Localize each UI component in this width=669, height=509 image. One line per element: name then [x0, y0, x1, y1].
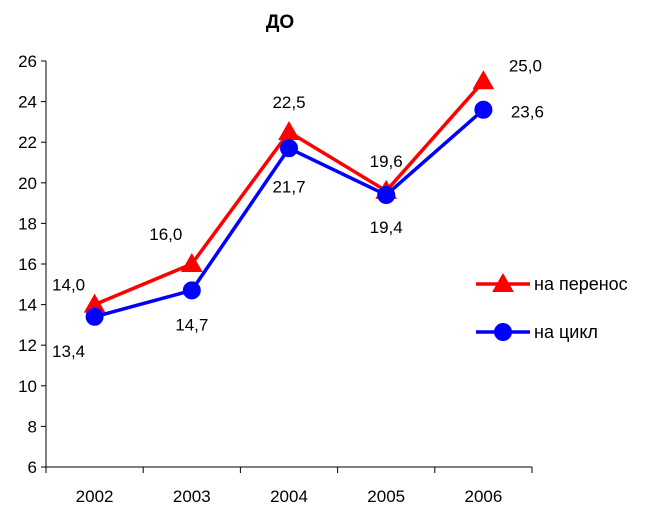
chart-series	[83, 70, 495, 326]
data-point	[180, 252, 203, 272]
data-label: 14,0	[52, 276, 85, 295]
data-point	[377, 185, 396, 204]
legend-label: на перенос	[534, 274, 628, 294]
data-label: 22,5	[272, 93, 305, 112]
data-label: 23,6	[511, 103, 544, 122]
data-point	[474, 100, 493, 119]
data-point	[182, 281, 201, 300]
y-tick-label: 6	[28, 458, 37, 477]
chart-data-labels: 14,0 16,0 22,5 19,6 25,0 13,4 14,7 21,7 19,4 23,6	[52, 56, 544, 360]
legend-marker	[492, 272, 514, 292]
x-tick-label: 2002	[76, 487, 114, 506]
y-tick-label: 18	[18, 214, 37, 233]
y-tick-label: 14	[18, 296, 37, 315]
y-tick-label: 20	[18, 174, 37, 193]
y-tick-label: 22	[18, 133, 37, 152]
y-tick-label: 26	[18, 52, 37, 71]
data-point	[85, 307, 104, 326]
legend-marker	[494, 323, 512, 341]
data-label: 16,0	[149, 225, 182, 244]
data-label: 13,4	[52, 342, 85, 361]
x-tick-label: 2006	[464, 487, 502, 506]
data-point	[280, 139, 298, 158]
y-tick-label: 16	[18, 255, 37, 274]
data-label: 21,7	[272, 177, 305, 196]
x-tick-label: 2005	[367, 487, 405, 506]
data-point	[278, 121, 300, 141]
x-tick-label: 2003	[173, 487, 211, 506]
chart-title: ДО	[266, 12, 294, 33]
data-label: 25,0	[509, 56, 542, 75]
legend-label: на цикл	[534, 322, 598, 342]
chart-legend: на перенос на цикл	[476, 272, 628, 342]
y-tick-label: 12	[18, 336, 37, 355]
data-point	[472, 70, 495, 90]
x-tick-label: 2004	[270, 487, 308, 506]
y-tick-label: 10	[18, 377, 37, 396]
y-tick-label: 8	[28, 417, 37, 436]
y-tick-label: 24	[18, 93, 37, 112]
chart-axes: 6 8 10 12 14 16 18 20 22 24 26 2002 2003 2004 2005 2006	[18, 52, 533, 506]
data-label: 19,6	[370, 152, 403, 171]
data-label: 19,4	[370, 218, 403, 237]
data-label: 14,7	[175, 315, 208, 334]
